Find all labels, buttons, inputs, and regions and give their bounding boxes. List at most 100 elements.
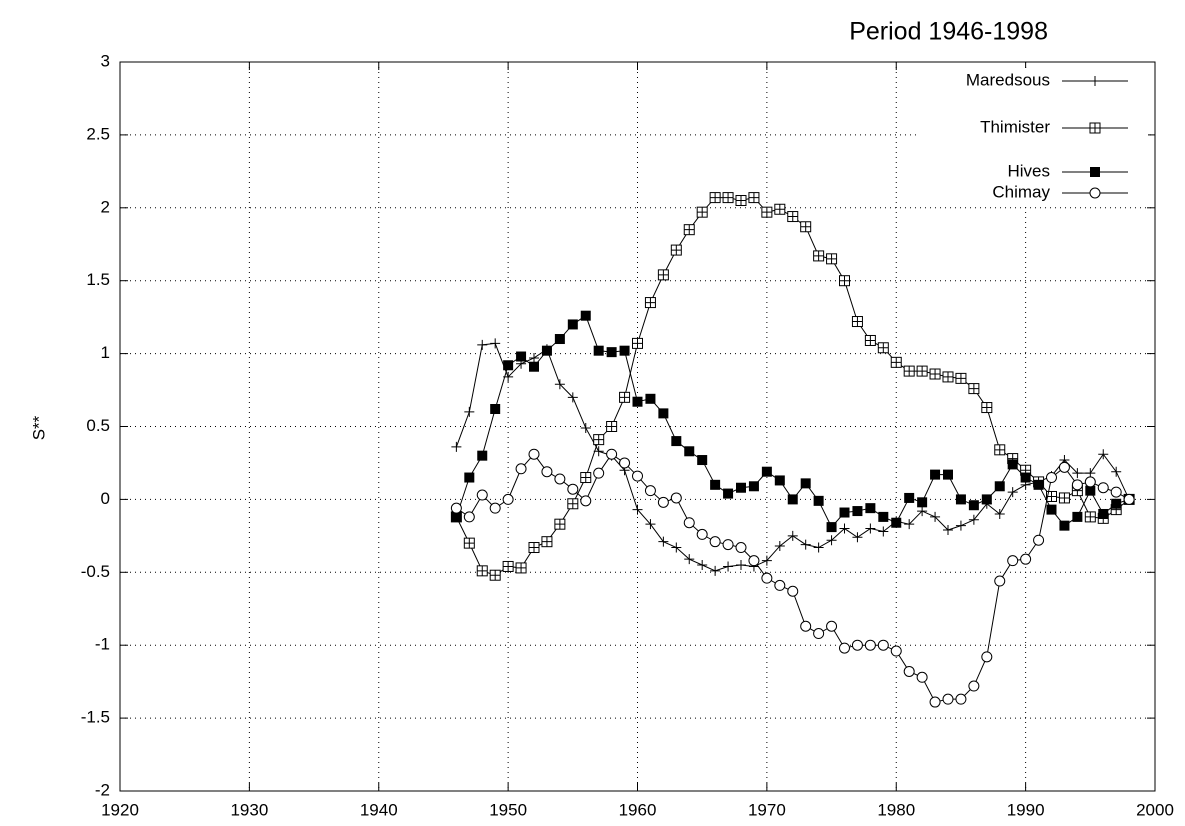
marker-shape: [930, 511, 941, 522]
marker: [606, 448, 618, 460]
x-tick-label: 1930: [230, 800, 268, 819]
marker: [813, 628, 825, 640]
marker: [683, 517, 695, 529]
marker: [1058, 492, 1070, 504]
marker: [1090, 167, 1100, 177]
marker-shape: [839, 642, 850, 654]
marker-shape: [658, 269, 669, 280]
y-tick-label: -1: [95, 635, 110, 654]
marker: [955, 520, 966, 531]
marker: [916, 365, 928, 377]
y-tick-label: -0.5: [81, 562, 110, 581]
marker-shape: [826, 620, 838, 632]
y-tick-label: 2: [101, 197, 110, 216]
marker: [930, 469, 941, 480]
marker: [955, 494, 966, 505]
marker: [826, 620, 838, 632]
marker: [1046, 472, 1057, 484]
marker-shape: [1123, 493, 1135, 505]
marker-shape: [1046, 491, 1057, 502]
marker: [904, 492, 915, 503]
marker-shape: [774, 475, 785, 486]
marker-shape: [813, 495, 824, 506]
marker-shape: [619, 345, 630, 356]
legend-label: Chimay: [992, 182, 1050, 201]
x-tick-label: 1970: [748, 800, 786, 819]
marker: [800, 539, 811, 550]
marker: [696, 206, 708, 218]
marker: [851, 639, 863, 651]
marker: [644, 485, 656, 497]
marker-shape: [904, 366, 915, 377]
marker-shape: [567, 498, 578, 509]
marker-shape: [684, 554, 695, 565]
marker-shape: [684, 446, 695, 457]
marker: [968, 514, 979, 525]
marker: [891, 517, 902, 528]
marker: [929, 368, 941, 380]
legend-background: [920, 68, 1148, 206]
marker-shape: [891, 357, 902, 368]
marker: [580, 472, 592, 484]
marker-shape: [554, 379, 565, 390]
marker: [658, 408, 669, 419]
marker: [864, 334, 876, 346]
marker-shape: [658, 536, 669, 547]
marker-shape: [619, 457, 631, 469]
marker-shape: [735, 542, 747, 554]
marker: [658, 536, 669, 547]
marker: [994, 444, 1006, 456]
marker: [684, 446, 695, 457]
marker-shape: [580, 495, 592, 507]
marker-shape: [1098, 449, 1109, 460]
marker-shape: [1072, 511, 1083, 522]
marker: [1085, 485, 1096, 496]
marker-shape: [632, 338, 643, 349]
marker-shape: [696, 528, 708, 540]
marker: [813, 495, 824, 506]
marker: [736, 482, 746, 493]
marker-shape: [529, 542, 539, 553]
marker-shape: [981, 402, 992, 413]
marker: [1084, 511, 1096, 523]
marker-shape: [1058, 461, 1070, 473]
x-tick-label: 2000: [1136, 800, 1174, 819]
marker-shape: [981, 494, 992, 505]
marker-shape: [516, 351, 527, 362]
marker: [1111, 498, 1122, 509]
marker: [878, 526, 889, 537]
marker-shape: [943, 469, 953, 480]
marker: [774, 475, 785, 486]
marker: [463, 537, 475, 549]
marker-shape: [917, 366, 928, 377]
marker: [723, 488, 734, 499]
marker-shape: [1046, 504, 1057, 515]
marker-shape: [865, 523, 876, 534]
y-axis-label: S**: [29, 415, 48, 440]
marker: [528, 542, 540, 554]
marker: [606, 421, 618, 432]
marker-shape: [516, 562, 527, 573]
marker: [865, 503, 876, 514]
marker-shape: [1090, 76, 1100, 86]
marker: [503, 360, 514, 371]
marker-shape: [994, 575, 1006, 587]
marker-shape: [502, 493, 514, 505]
x-tick-label: 1960: [619, 800, 657, 819]
marker-shape: [567, 319, 578, 330]
x-tick-label: 1990: [1007, 800, 1045, 819]
marker-shape: [1007, 555, 1019, 567]
marker-shape: [722, 539, 734, 551]
marker: [619, 345, 630, 356]
marker-shape: [541, 466, 553, 478]
marker-shape: [1111, 466, 1122, 477]
marker: [722, 192, 734, 204]
marker-shape: [943, 525, 953, 536]
marker-shape: [761, 555, 772, 566]
marker-shape: [683, 517, 695, 529]
marker: [748, 192, 760, 204]
marker-shape: [736, 482, 746, 493]
marker-shape: [826, 535, 837, 546]
legend-label: Maredsous: [966, 70, 1050, 89]
